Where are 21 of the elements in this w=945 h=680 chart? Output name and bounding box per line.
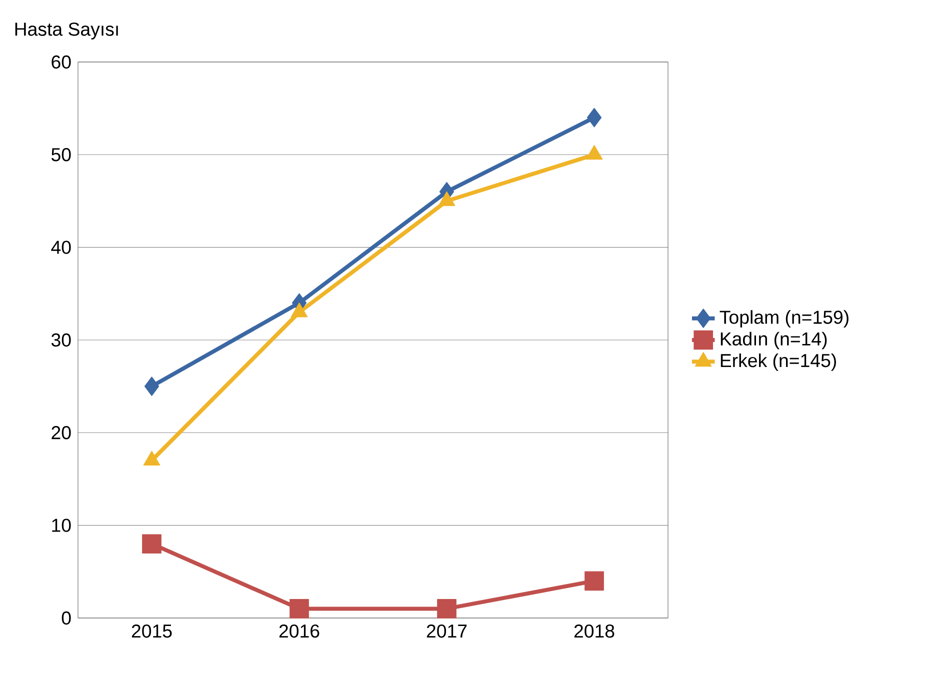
x-tick-label: 2017 bbox=[426, 624, 467, 638]
y-tick-label: 30 bbox=[51, 333, 71, 347]
legend-label: Kadın (n=14) bbox=[720, 332, 827, 350]
y-tick-label: 60 bbox=[52, 55, 71, 69]
y-tick-label: 40 bbox=[51, 240, 71, 254]
y-axis-title: Hasta Sayısı bbox=[15, 22, 118, 40]
y-tick-label: 0 bbox=[62, 611, 71, 625]
legend-label: Erkek (n=145) bbox=[720, 353, 836, 371]
y-tick-label: 50 bbox=[52, 148, 71, 162]
point bbox=[290, 599, 309, 618]
point bbox=[144, 376, 160, 396]
y-tick-label: 20 bbox=[52, 426, 71, 440]
y-tick-label: 10 bbox=[52, 518, 71, 532]
x-tick-label: 2016 bbox=[279, 624, 320, 638]
legend-label: Toplam (n=159) bbox=[720, 310, 848, 328]
point bbox=[437, 599, 456, 618]
point bbox=[142, 534, 162, 554]
x-tick-label: 2018 bbox=[574, 624, 614, 638]
x-tick-label: 2015 bbox=[132, 624, 172, 638]
point bbox=[584, 571, 604, 591]
point bbox=[586, 108, 602, 128]
